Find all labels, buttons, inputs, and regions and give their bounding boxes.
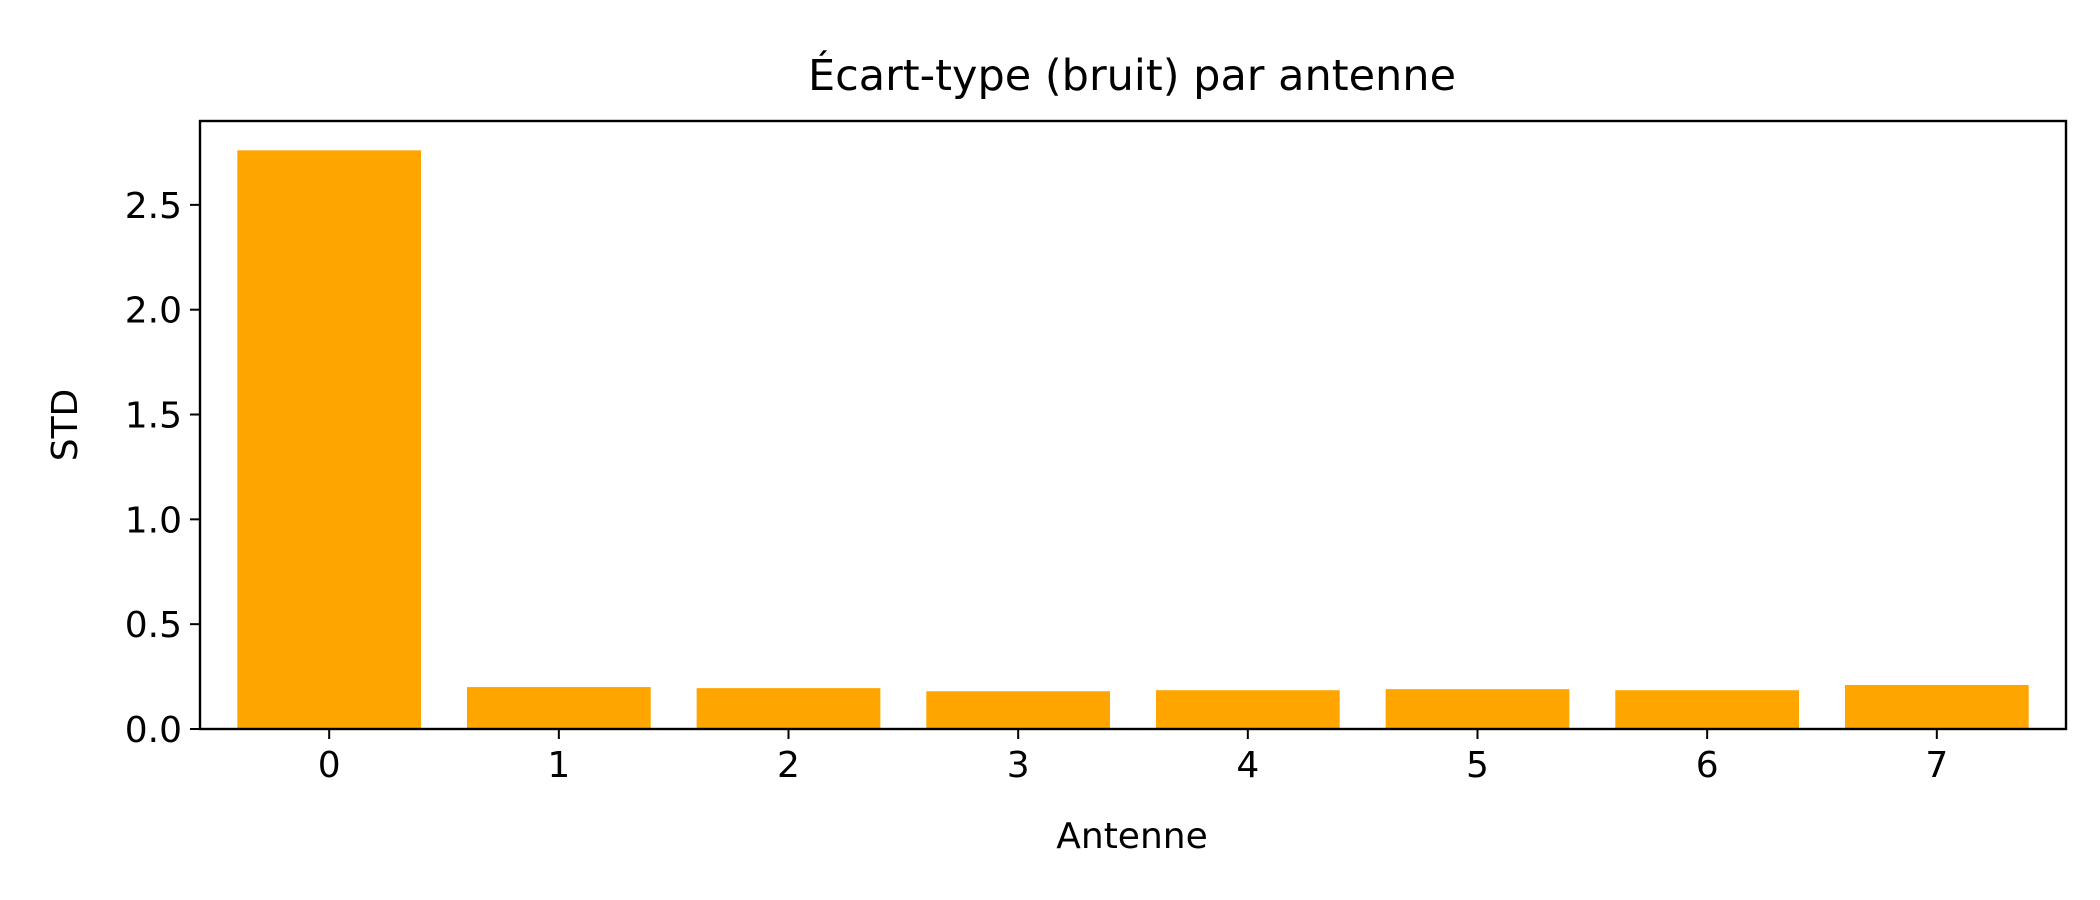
y-tick-label: 1.0 [125,500,182,541]
y-tick-label: 1.5 [125,396,182,437]
bar-6 [1615,690,1800,729]
bars-group [237,150,2029,730]
bar-7 [1844,684,2029,729]
x-tick-label: 4 [1236,745,1259,786]
y-axis-label: STD [45,389,86,462]
x-tick-label: 7 [1925,745,1948,786]
plot-frame [198,119,2068,731]
x-tick-label: 1 [547,745,570,786]
y-tick-label: 2.5 [125,186,182,227]
bar-2 [696,688,881,729]
bar-4 [1155,690,1340,729]
bar-5 [1385,689,1570,729]
x-tick-label: 0 [318,745,341,786]
y-tick-label: 0.5 [125,605,182,646]
x-tick-label: 6 [1696,745,1719,786]
chart-title: Écart-type (bruit) par antenne [808,50,1456,101]
y-tick-label: 0.0 [125,710,182,751]
y-ticks-group: 0.0 0.5 1.0 1.5 2.0 2.5 [125,186,200,751]
bar-1 [466,687,651,729]
x-tick-label: 3 [1007,745,1030,786]
bar-3 [926,691,1111,729]
x-tick-label: 2 [777,745,800,786]
x-ticks-group: 0 1 2 3 4 5 6 7 [318,729,1948,786]
bar-0 [237,150,422,730]
x-tick-label: 5 [1466,745,1489,786]
y-tick-label: 2.0 [125,291,182,332]
x-axis-label: Antenne [1056,816,1208,857]
